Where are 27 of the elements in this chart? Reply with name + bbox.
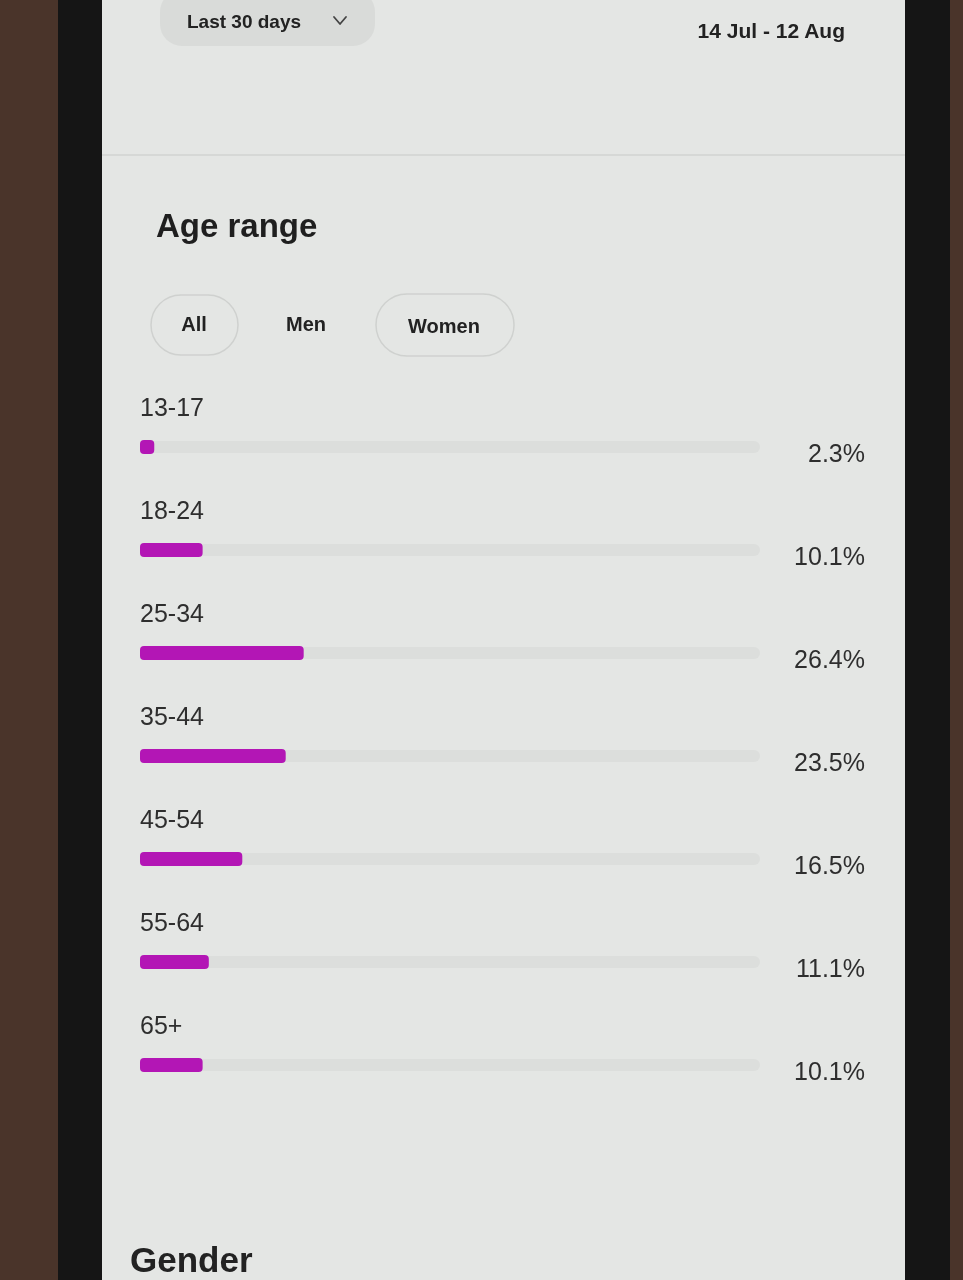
text: Last 30 days: [187, 11, 302, 32]
y-tick-label: 13-17: [140, 393, 204, 421]
y-tick-label: 65+: [140, 1011, 183, 1039]
bar: [140, 440, 155, 454]
y-tick-label: 35-44: [140, 702, 205, 730]
text: Men: [286, 313, 326, 335]
text: All: [181, 313, 207, 335]
data-label: 23.5%: [794, 748, 865, 776]
text: Gender: [130, 1240, 253, 1279]
data-label: 10.1%: [794, 542, 865, 570]
data-label: 2.3%: [808, 439, 865, 467]
bar: [140, 1058, 203, 1072]
data-label: 10.1%: [794, 1057, 865, 1085]
bar: [140, 852, 243, 866]
y-tick-label: 25-34: [140, 599, 205, 627]
data-label: 11.1%: [795, 954, 865, 982]
bar: [140, 543, 203, 557]
data-label: 26.4%: [794, 645, 865, 673]
chart-title: Age range: [156, 207, 318, 244]
data-label: 16.5%: [794, 851, 865, 879]
bar: [140, 955, 209, 969]
text: 14 Jul - 12 Aug: [697, 19, 845, 42]
text: Women: [408, 315, 480, 337]
bar: [140, 749, 286, 763]
y-tick-label: 45-54: [140, 805, 205, 833]
y-tick-label: 55-64: [140, 908, 205, 936]
y-tick-label: 18-24: [140, 496, 205, 524]
